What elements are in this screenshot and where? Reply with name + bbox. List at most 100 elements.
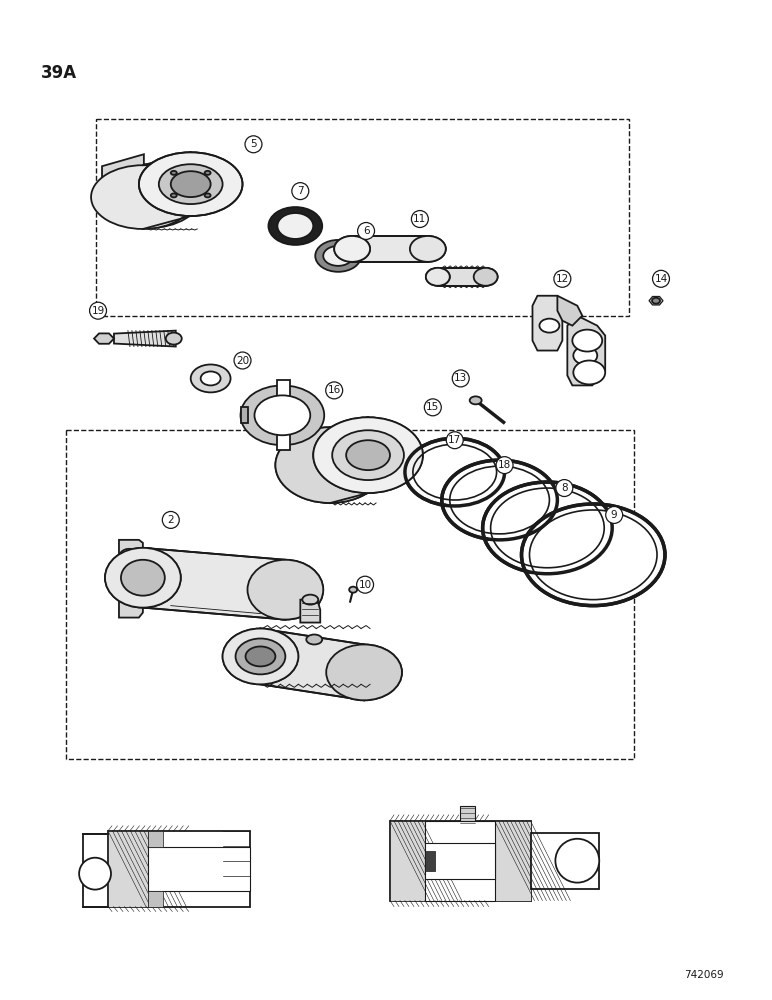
Text: 2: 2	[168, 515, 174, 525]
Text: 39A: 39A	[41, 64, 77, 82]
Ellipse shape	[276, 427, 385, 503]
Polygon shape	[260, 629, 364, 700]
Text: 19: 19	[91, 306, 105, 316]
Ellipse shape	[555, 839, 599, 883]
Ellipse shape	[426, 268, 450, 286]
Polygon shape	[390, 821, 425, 901]
Circle shape	[357, 223, 374, 239]
Polygon shape	[300, 600, 320, 623]
Text: 15: 15	[426, 402, 439, 412]
Ellipse shape	[277, 213, 313, 239]
Ellipse shape	[486, 485, 608, 571]
Ellipse shape	[276, 427, 385, 503]
Ellipse shape	[171, 193, 177, 197]
Text: 10: 10	[358, 580, 371, 590]
Ellipse shape	[121, 560, 164, 596]
Text: 8: 8	[561, 483, 567, 493]
Ellipse shape	[248, 560, 323, 620]
Ellipse shape	[166, 333, 181, 345]
Text: 742069: 742069	[684, 970, 723, 980]
Circle shape	[554, 270, 571, 287]
Ellipse shape	[171, 171, 211, 197]
Polygon shape	[390, 821, 531, 901]
Ellipse shape	[159, 164, 222, 204]
Polygon shape	[495, 821, 531, 901]
Circle shape	[411, 211, 428, 227]
Text: 12: 12	[556, 274, 569, 284]
Ellipse shape	[97, 164, 201, 228]
Polygon shape	[425, 851, 435, 871]
Ellipse shape	[222, 629, 298, 684]
Polygon shape	[149, 152, 201, 167]
Ellipse shape	[474, 268, 498, 286]
Circle shape	[326, 382, 343, 399]
Ellipse shape	[522, 504, 665, 606]
Ellipse shape	[222, 629, 298, 684]
Ellipse shape	[426, 268, 450, 286]
Text: 11: 11	[413, 214, 426, 224]
Polygon shape	[557, 296, 582, 326]
Circle shape	[90, 302, 107, 319]
Ellipse shape	[201, 371, 221, 385]
Ellipse shape	[574, 347, 598, 364]
Ellipse shape	[474, 268, 498, 286]
Polygon shape	[649, 296, 663, 305]
Ellipse shape	[410, 236, 445, 262]
Text: 13: 13	[454, 373, 467, 383]
Ellipse shape	[118, 582, 140, 604]
Circle shape	[452, 370, 469, 387]
Ellipse shape	[410, 236, 445, 262]
Ellipse shape	[332, 430, 404, 480]
Circle shape	[556, 480, 573, 497]
Ellipse shape	[409, 441, 500, 503]
Polygon shape	[108, 831, 250, 907]
Polygon shape	[119, 540, 143, 618]
Ellipse shape	[445, 463, 554, 537]
Text: 20: 20	[236, 356, 249, 366]
Ellipse shape	[306, 635, 322, 644]
Polygon shape	[148, 831, 163, 847]
Polygon shape	[425, 843, 495, 879]
Circle shape	[652, 270, 669, 287]
Polygon shape	[438, 268, 486, 286]
Ellipse shape	[442, 460, 557, 540]
Ellipse shape	[405, 438, 505, 506]
Ellipse shape	[349, 587, 357, 593]
Ellipse shape	[139, 152, 242, 216]
Polygon shape	[94, 333, 114, 344]
Circle shape	[446, 432, 463, 449]
Polygon shape	[148, 847, 250, 891]
Circle shape	[496, 457, 513, 474]
Ellipse shape	[118, 549, 140, 571]
Ellipse shape	[334, 236, 370, 262]
Polygon shape	[241, 407, 248, 423]
Ellipse shape	[572, 330, 602, 352]
Ellipse shape	[313, 417, 423, 493]
Ellipse shape	[91, 165, 195, 229]
Ellipse shape	[235, 638, 286, 674]
Text: 6: 6	[363, 226, 369, 236]
Ellipse shape	[526, 507, 661, 603]
Ellipse shape	[574, 361, 605, 384]
Text: 9: 9	[611, 510, 618, 520]
Polygon shape	[330, 417, 368, 503]
Polygon shape	[277, 380, 290, 450]
Ellipse shape	[327, 644, 402, 700]
Polygon shape	[114, 331, 176, 347]
Polygon shape	[533, 296, 562, 351]
Ellipse shape	[303, 595, 318, 605]
Circle shape	[245, 136, 262, 153]
Ellipse shape	[105, 548, 181, 608]
Ellipse shape	[652, 298, 660, 304]
Ellipse shape	[255, 395, 310, 435]
Ellipse shape	[248, 560, 323, 620]
Polygon shape	[531, 833, 599, 889]
Text: 14: 14	[655, 274, 668, 284]
Circle shape	[425, 399, 442, 416]
Polygon shape	[102, 154, 144, 196]
Ellipse shape	[346, 440, 390, 470]
Circle shape	[292, 183, 309, 200]
Polygon shape	[148, 891, 163, 907]
Text: 18: 18	[498, 460, 511, 470]
Polygon shape	[567, 316, 605, 385]
